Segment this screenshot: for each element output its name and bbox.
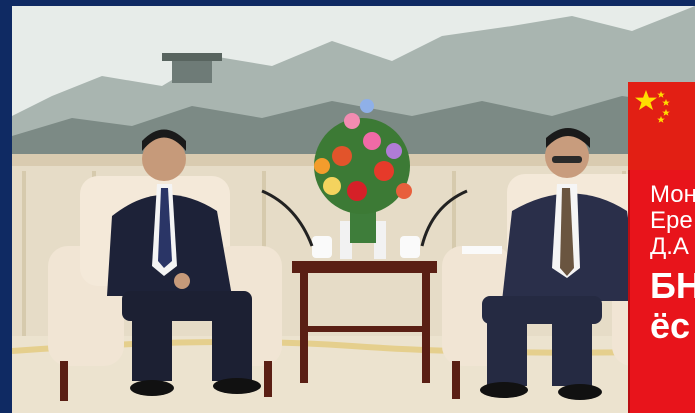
caption-line-3: Д.А [650, 233, 689, 260]
china-flag-stars-icon [635, 90, 670, 123]
flag-panel [628, 82, 695, 170]
caption-line-4: БН [650, 265, 695, 306]
caption-line-5: ёс [650, 305, 691, 346]
caption-text-box: Мон Ере Д.А БН ёс [628, 170, 695, 413]
caption-line-2: Ере [650, 207, 693, 234]
caption-line-1: Мон [650, 181, 695, 208]
meeting-photo [12, 6, 695, 413]
caption-banner: Мон Ере Д.А БН ёс [628, 82, 695, 413]
